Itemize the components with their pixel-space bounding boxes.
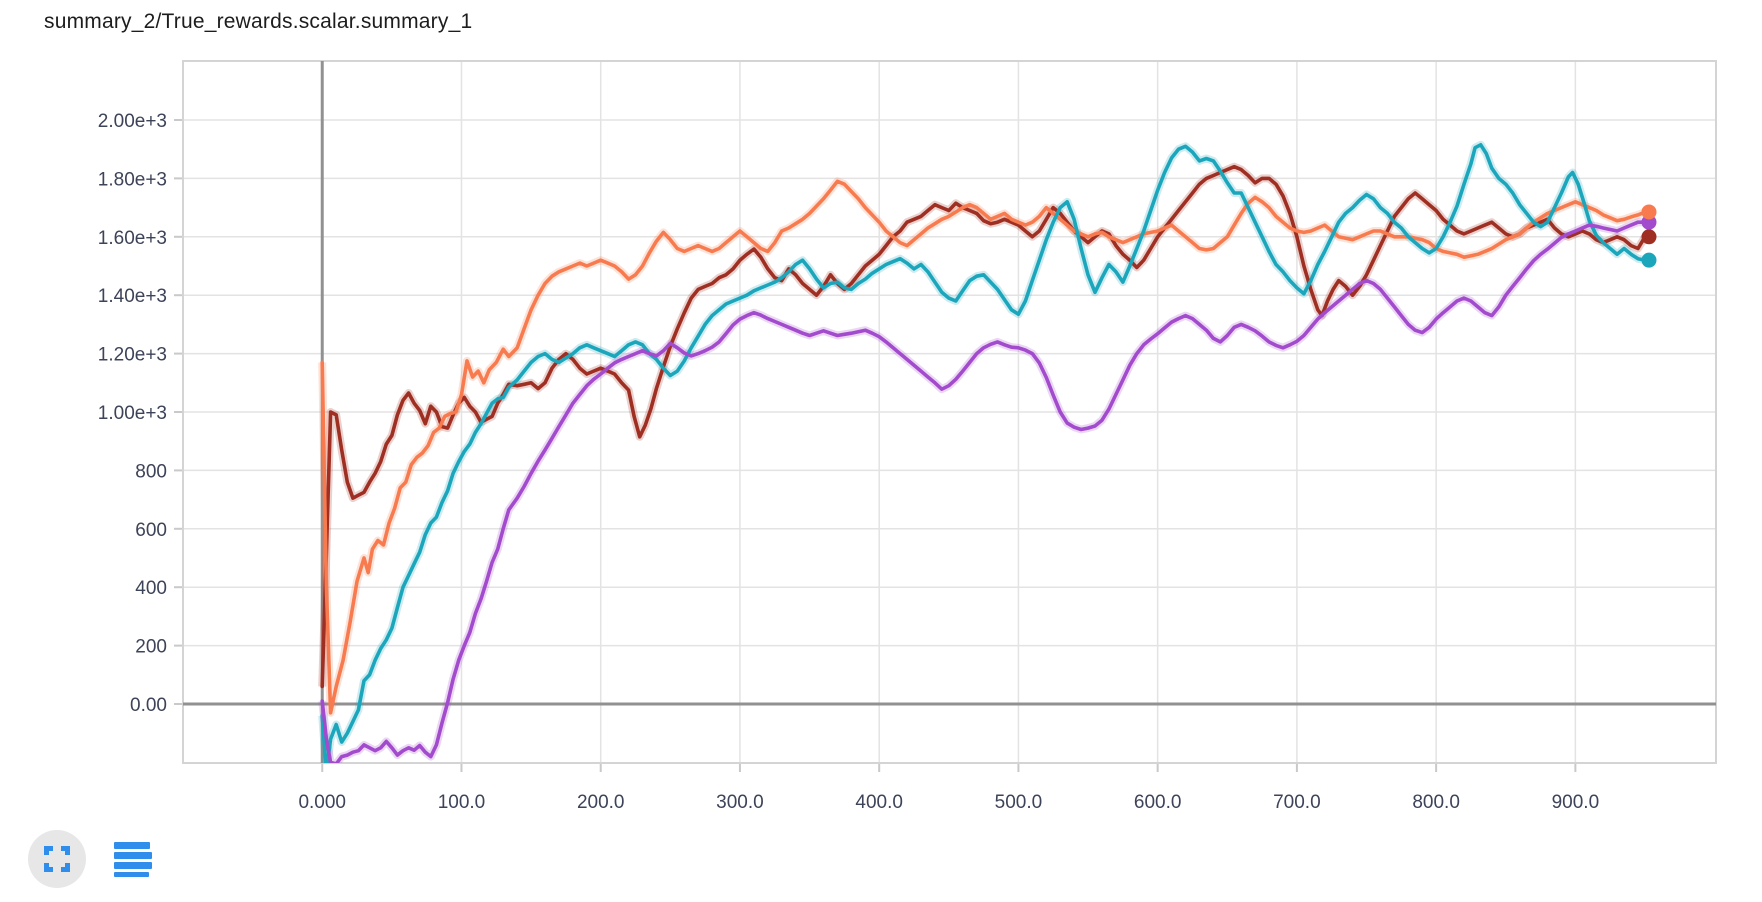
x-axis-labels: 0.000 100.0 200.0 300.0 400.0 500.0 600.0 700.0… xyxy=(298,792,1599,812)
x-tick-label: 900.0 xyxy=(1552,792,1600,812)
fullscreen-button[interactable] xyxy=(28,830,86,888)
series-line-run-dark-red xyxy=(320,164,1647,689)
raw-trace-run-dark-red xyxy=(318,162,1649,687)
y-tick-label: 400 xyxy=(135,578,167,599)
x-tick-label: 600.0 xyxy=(1134,792,1182,812)
chart-title: summary_2/True_rewards.scalar.summary_1 xyxy=(44,10,473,33)
x-tick-label: 800.0 xyxy=(1412,792,1460,812)
x-tick-label: 100.0 xyxy=(438,792,486,812)
y-tick-label: 1.00e+3 xyxy=(98,403,167,424)
raw-trace-run-orange xyxy=(318,177,1647,717)
x-tick-label: 200.0 xyxy=(577,792,625,812)
runs-menu-icon xyxy=(114,841,152,877)
x-tick-label: 700.0 xyxy=(1273,792,1321,812)
end-dot-run-dark-red[interactable] xyxy=(1641,229,1657,245)
x-tick-label: 0.000 xyxy=(298,792,346,812)
gridlines xyxy=(183,61,1716,763)
y-tick-label: 600 xyxy=(135,520,167,541)
plot-border xyxy=(182,60,1717,764)
series-line-run-teal xyxy=(320,143,1647,763)
y-tick-label: 1.40e+3 xyxy=(98,286,167,307)
x-tick-label: 400.0 xyxy=(855,792,903,812)
raw-trace-halos xyxy=(318,140,1649,763)
y-tick-label: 1.20e+3 xyxy=(98,345,167,366)
fullscreen-icon xyxy=(44,846,70,872)
y-tick-label: 2.00e+3 xyxy=(98,111,167,132)
y-tick-label: 0.00 xyxy=(130,695,167,716)
scalar-chart-card: summary_2/True_rewards.scalar.summary_1 … xyxy=(0,0,1762,812)
y-tick-label: 1.80e+3 xyxy=(98,169,167,190)
end-dot-run-teal[interactable] xyxy=(1641,252,1657,268)
x-tick-label: 300.0 xyxy=(716,792,764,812)
x-tick-label: 500.0 xyxy=(995,792,1043,812)
raw-trace-run-teal xyxy=(318,140,1646,763)
reward-line-chart[interactable]: 0.00 200 400 600 800 1.00e+3 1.20e+3 1.40e+3 1.6… xyxy=(0,0,1762,812)
y-tick-label: 800 xyxy=(135,461,167,482)
series-line-run-purple xyxy=(320,220,1647,763)
runs-menu-button[interactable] xyxy=(114,841,152,877)
y-tick-label: 1.60e+3 xyxy=(98,228,167,249)
y-tick-label: 200 xyxy=(135,637,167,658)
chart-toolbar xyxy=(28,828,152,890)
end-dot-run-orange[interactable] xyxy=(1641,204,1657,220)
tick-marks xyxy=(174,118,1577,772)
series-lines xyxy=(320,143,1647,763)
series-line-run-orange xyxy=(320,179,1647,715)
y-axis-labels: 0.00 200 400 600 800 1.00e+3 1.20e+3 1.40e+3 1.6… xyxy=(98,111,167,716)
series-end-dots xyxy=(1641,204,1657,268)
